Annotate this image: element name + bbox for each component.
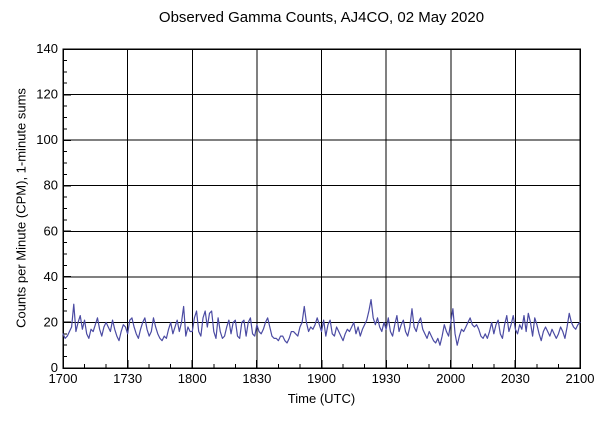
y-axis-label: Counts per Minute (CPM), 1-minute sums [13,88,29,328]
y-tick-label: 120 [36,87,58,102]
axis-ticks [62,48,581,369]
tick-labels: 1700 1730 1800 1830 1900 1930 2000 2030 2100 0 20 4… [36,41,594,386]
x-tick-label: 1700 [49,371,78,386]
y-tick-label: 60 [44,223,58,238]
y-tick-label: 140 [36,41,58,56]
y-tick-label: 0 [51,360,58,375]
y-tick-label: 40 [44,269,58,284]
x-tick-label: 1830 [242,371,271,386]
x-tick-label: 2100 [566,371,595,386]
x-tick-label: 1930 [372,371,401,386]
grid-lines [63,49,580,368]
y-tick-label: 20 [44,314,58,329]
x-tick-label: 1900 [307,371,336,386]
gamma-counts-data-line [62,299,581,346]
x-axis-label: Time (UTC) [287,391,356,406]
x-tick-label: 1730 [113,371,142,386]
chart-title: Observed Gamma Counts, AJ4CO, 02 May 202… [158,9,485,26]
y-tick-label: 80 [44,178,58,193]
x-tick-label: 2000 [436,371,465,386]
x-tick-label: 2030 [501,371,530,386]
x-tick-label: 1800 [178,371,207,386]
y-tick-label: 100 [36,132,58,147]
